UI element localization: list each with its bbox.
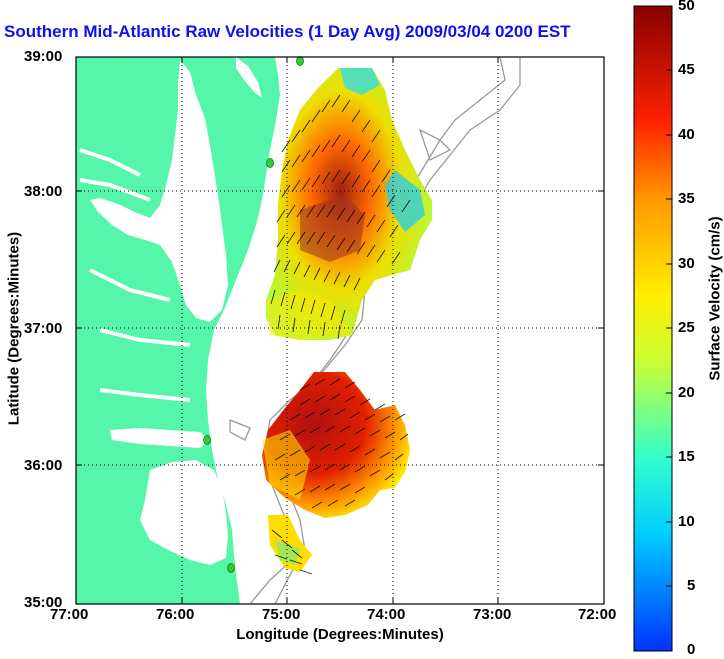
- land-mass: [76, 57, 280, 604]
- station-marker: [227, 563, 235, 573]
- green-patch-cape: [275, 540, 300, 565]
- axis-ticks: [76, 57, 604, 604]
- colorbar-tick-label: 0: [687, 641, 696, 658]
- x-tick-label: 73:00: [473, 606, 512, 623]
- y-tick-label: 37:00: [24, 320, 63, 337]
- colorbar-tick-label: 35: [678, 190, 695, 207]
- colorbar-tick-label: 30: [678, 255, 695, 272]
- yellow-patch-south: [262, 430, 310, 500]
- station-marker: [266, 158, 274, 168]
- colorbar-tick-label: 5: [687, 577, 696, 594]
- y-tick-label: 39:00: [24, 48, 63, 65]
- colorbar-tick-label: 10: [678, 513, 695, 530]
- colorbar-ticks: [666, 69, 672, 587]
- velocity-arrows-north: [270, 94, 411, 340]
- x-axis-label: Longitude (Degrees:Minutes): [236, 626, 444, 643]
- y-tick-label: 38:00: [24, 183, 63, 200]
- chesapeake-bay: [90, 60, 228, 322]
- x-tick-label: 76:00: [156, 606, 195, 623]
- x-tick-label: 74:00: [367, 606, 406, 623]
- colorbar-tick-label: 45: [678, 61, 695, 78]
- cyan-patch-east: [385, 170, 425, 232]
- map-title: Southern Mid-Atlantic Raw Velocities (1 …: [4, 22, 571, 41]
- colorbar-tick-label: 50: [678, 0, 695, 14]
- velocity-field-north: [266, 68, 432, 340]
- yellow-patch-north: [266, 290, 352, 340]
- cyan-patch-top: [340, 68, 380, 95]
- colorbar-tick-label: 15: [678, 448, 695, 465]
- grid-lines: [76, 57, 604, 604]
- x-tick-label: 72:00: [578, 606, 617, 623]
- velocity-field-south: [262, 372, 410, 572]
- colorbar-tick-label: 20: [678, 384, 695, 401]
- river-lines: [79, 148, 191, 402]
- albemarle-sound: [110, 428, 210, 448]
- y-axis-label: Latitude (Degrees:Minutes): [5, 231, 23, 426]
- radar-stations: [203, 56, 304, 573]
- colorbar-tick-label: 40: [678, 126, 695, 143]
- colorbar-label: Surface Velocity (cm/s): [706, 216, 724, 381]
- velocity-arrows-south: [271, 378, 409, 575]
- colorbar-tick-label: 25: [678, 319, 695, 336]
- map-frame: [75, 56, 605, 605]
- delaware-bay: [236, 57, 262, 98]
- x-tick-label: 75:00: [262, 606, 301, 623]
- y-tick-label: 35:00: [24, 594, 63, 611]
- core-north: [300, 195, 365, 262]
- station-marker: [203, 435, 211, 445]
- colorbar: [633, 5, 673, 652]
- x-tick-label: 77:00: [50, 606, 89, 623]
- station-marker: [296, 56, 304, 66]
- pamlico-sound: [140, 460, 228, 565]
- y-tick-label: 36:00: [24, 457, 63, 474]
